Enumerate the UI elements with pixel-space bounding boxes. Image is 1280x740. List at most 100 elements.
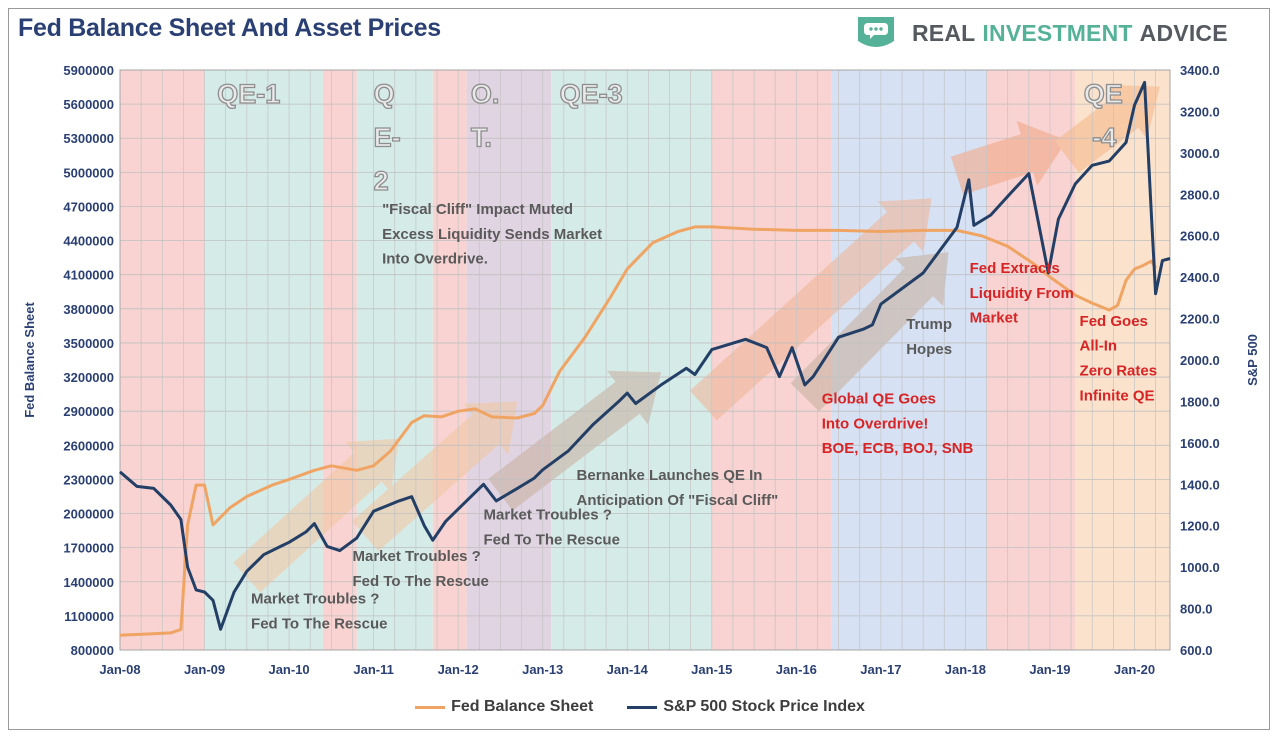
annotation-text-26: Liquidity From: [970, 285, 1074, 302]
y-tick-label-13: 4700000: [63, 199, 114, 214]
chart-legend: Fed Balance Sheet S&P 500 Stock Price In…: [0, 698, 1280, 716]
y-tick-label-7: 2900000: [63, 404, 114, 419]
regime-label-6: QE-3: [560, 79, 623, 109]
annotation-text-17: Fed To The Rescue: [352, 573, 488, 590]
legend-swatch-fed: [415, 705, 446, 709]
x-tick-label-5: Jan-13: [522, 662, 563, 677]
annotation-text-10: Excess Liquidity Sends Market: [382, 226, 602, 243]
annotation-text-22: Global QE Goes: [822, 391, 936, 408]
y2-tick-label-4: 1400.0: [1180, 477, 1220, 492]
y2-tick-label-5: 1600.0: [1180, 436, 1220, 451]
y-tick-label-1: 1100000: [64, 609, 114, 624]
chart-title: Fed Balance Sheet And Asset Prices: [18, 14, 441, 42]
annotation-text-24: BOE, ECB, BOJ, SNB: [822, 440, 974, 457]
x-tick-label-8: Jan-16: [776, 662, 817, 677]
y2-tick-label-10: 2600.0: [1180, 229, 1220, 244]
y-tick-label-16: 5600000: [63, 97, 114, 112]
annotation-text-16: Market Troubles ?: [352, 548, 480, 565]
y-tick-label-11: 4100000: [63, 268, 114, 283]
annotation-text-29: All-In: [1080, 338, 1118, 355]
y2-tick-label-6: 1800.0: [1180, 394, 1220, 409]
y-tick-label-12: 4400000: [63, 234, 114, 249]
annotation-text-27: Market: [970, 310, 1018, 327]
regime-label-0: QE-1: [217, 79, 280, 109]
y2-tick-label-0: 600.0: [1180, 643, 1213, 658]
regime-label-4: O.: [471, 79, 500, 109]
chart-frame: [8, 8, 1270, 730]
annotation-text-23: Into Overdrive!: [822, 415, 929, 432]
regime-label-2: E-: [374, 122, 401, 152]
y2-tick-label-14: 3400.0: [1180, 63, 1220, 78]
x-tick-label-10: Jan-18: [945, 662, 986, 677]
y-tick-label-0: 800000: [71, 643, 114, 658]
regime-band-2: [322, 70, 357, 650]
y2-tick-label-3: 1200.0: [1180, 519, 1220, 534]
y2-tick-label-2: 1000.0: [1180, 560, 1220, 575]
legend-item-spx: S&P 500 Stock Price Index: [627, 698, 865, 716]
x-tick-label-9: Jan-17: [860, 662, 901, 677]
y-tick-label-8: 3200000: [63, 370, 114, 385]
trend-arrow-0: [233, 438, 399, 593]
x-tick-label-2: Jan-10: [268, 662, 309, 677]
x-tick-label-12: Jan-20: [1114, 662, 1155, 677]
brand-word-investment: INVESTMENT: [982, 19, 1133, 46]
y2-tick-label-11: 2800.0: [1180, 187, 1220, 202]
plot-border: [119, 69, 1171, 651]
legend-label-fed: Fed Balance Sheet: [451, 698, 594, 715]
annotation-text-25: Fed Extracts: [970, 260, 1060, 277]
y2-tick-label-1: 800.0: [1180, 602, 1213, 617]
y-tick-label-15: 5300000: [63, 131, 114, 146]
regime-label-1: Q: [374, 79, 395, 109]
annotation-text-30: Zero Rates: [1080, 363, 1158, 380]
speech-bubble-shield-icon: [858, 17, 894, 47]
y-tick-label-9: 3500000: [63, 336, 114, 351]
x-tick-label-0: Jan-08: [99, 662, 140, 677]
brand-word-advice: ADVICE: [1139, 19, 1228, 46]
y-tick-label-5: 2300000: [63, 472, 114, 487]
y2-tick-label-13: 3200.0: [1180, 104, 1220, 119]
annotation-text-19: Fed To The Rescue: [251, 615, 387, 632]
x-tick-label-6: Jan-14: [607, 662, 649, 677]
x-tick-label-11: Jan-19: [1029, 662, 1070, 677]
annotation-text-15: Fed To The Rescue: [484, 531, 620, 548]
trend-arrow-2: [488, 370, 662, 511]
legend-label-spx: S&P 500 Stock Price Index: [663, 698, 865, 715]
y-tick-label-10: 3800000: [63, 302, 114, 317]
y-axis-title: Fed Balance Sheet: [22, 302, 37, 418]
x-tick-label-7: Jan-15: [691, 662, 732, 677]
trend-arrow-3: [689, 198, 932, 421]
regime-band-5: [466, 70, 552, 650]
y-tick-label-3: 1700000: [63, 541, 114, 556]
y-tick-label-2: 1400000: [63, 575, 114, 590]
annotation-text-13: Anticipation Of "Fiscal Cliff": [577, 492, 779, 509]
regime-label-8: -4: [1092, 122, 1116, 152]
annotation-text-28: Fed Goes: [1080, 313, 1148, 330]
trend-arrow-4: [790, 252, 949, 412]
annotation-text-11: Into Overdrive.: [382, 251, 488, 268]
y-tick-label-4: 2000000: [63, 507, 114, 522]
y2-tick-label-9: 2400.0: [1180, 270, 1220, 285]
series-line-fed-balance-sheet: [119, 225, 1157, 637]
annotation-text-14: Market Troubles ?: [484, 507, 612, 524]
regime-band-4: [432, 70, 467, 650]
legend-swatch-spx: [627, 705, 658, 709]
y2-tick-label-7: 2000.0: [1180, 353, 1220, 368]
brand-word-real: REAL: [912, 19, 976, 46]
x-tick-label-1: Jan-09: [184, 662, 225, 677]
annotation-text-21: Hopes: [906, 341, 952, 358]
trend-arrow-5: [950, 120, 1067, 195]
y2-tick-label-12: 3000.0: [1180, 146, 1220, 161]
series-line-sp500: [119, 80, 1171, 631]
annotation-text-12: Bernanke Launches QE In: [577, 467, 763, 484]
regime-label-7: QE: [1084, 79, 1123, 109]
annotation-text-20: Trump: [906, 316, 952, 333]
regime-band-6: [551, 70, 712, 650]
brand-logo: REAL INVESTMENT ADVICE: [856, 12, 1228, 54]
y-tick-label-17: 5900000: [63, 63, 114, 78]
annotation-text-18: Market Troubles ?: [251, 590, 379, 607]
annotation-text-9: "Fiscal Cliff" Impact Muted: [382, 201, 573, 218]
regime-label-5: T.: [471, 122, 492, 152]
y2-tick-label-8: 2200.0: [1180, 312, 1220, 327]
regime-label-3: 2: [374, 166, 389, 196]
